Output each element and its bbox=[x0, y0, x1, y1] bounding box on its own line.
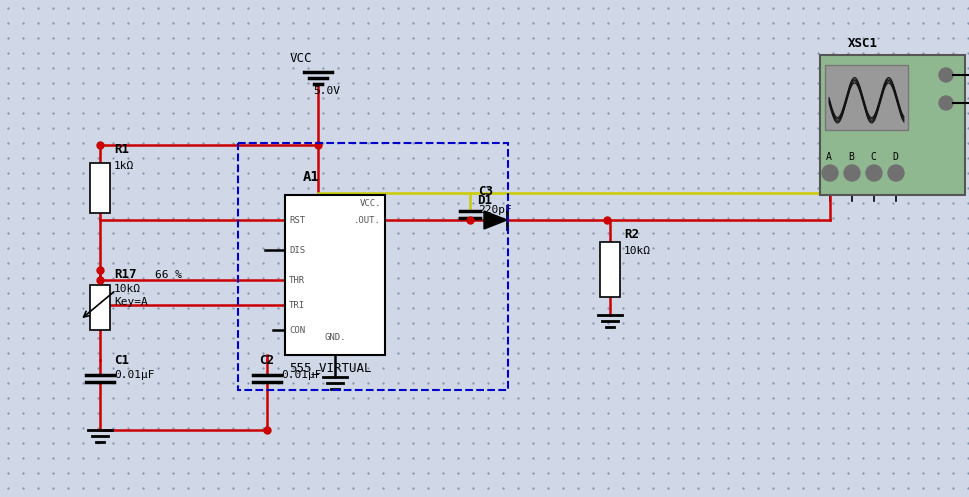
Text: R1: R1 bbox=[114, 143, 129, 156]
Bar bbox=[285, 195, 385, 355]
Circle shape bbox=[888, 165, 904, 181]
Text: RST: RST bbox=[289, 216, 305, 225]
Text: C: C bbox=[870, 152, 876, 162]
Text: 0.01μF: 0.01μF bbox=[281, 370, 322, 380]
Text: 10kΩ: 10kΩ bbox=[114, 284, 141, 294]
Polygon shape bbox=[484, 211, 507, 229]
Text: VCC.: VCC. bbox=[359, 198, 381, 208]
Text: G: G bbox=[932, 61, 939, 71]
Text: C3: C3 bbox=[478, 185, 493, 198]
Text: T: T bbox=[932, 89, 939, 99]
Text: 66 %: 66 % bbox=[155, 270, 182, 280]
Text: C1: C1 bbox=[114, 354, 129, 367]
Text: 0.01μF: 0.01μF bbox=[114, 370, 154, 380]
Text: CON: CON bbox=[289, 326, 305, 334]
Bar bbox=[825, 65, 908, 130]
Circle shape bbox=[844, 165, 860, 181]
Bar bbox=[90, 285, 110, 330]
Circle shape bbox=[866, 165, 882, 181]
Text: 220pF: 220pF bbox=[478, 205, 512, 215]
Text: 10kΩ: 10kΩ bbox=[624, 246, 651, 256]
Text: A1: A1 bbox=[303, 170, 320, 184]
Text: DIS: DIS bbox=[289, 246, 305, 254]
Text: D: D bbox=[892, 152, 898, 162]
Text: 5.0V: 5.0V bbox=[313, 86, 340, 96]
Text: XSC1: XSC1 bbox=[848, 37, 878, 50]
Bar bbox=[820, 55, 965, 195]
Circle shape bbox=[939, 96, 953, 110]
Text: C2: C2 bbox=[259, 354, 274, 367]
Text: Key=A: Key=A bbox=[114, 297, 147, 307]
Bar bbox=[600, 242, 620, 297]
Bar bbox=[90, 163, 110, 213]
Text: TRI: TRI bbox=[289, 301, 305, 310]
Text: D1: D1 bbox=[477, 194, 492, 207]
Text: 555_VIRTUAL: 555_VIRTUAL bbox=[289, 361, 371, 374]
Text: 1kΩ: 1kΩ bbox=[114, 161, 135, 171]
Text: R2: R2 bbox=[624, 228, 639, 241]
Text: R17: R17 bbox=[114, 268, 137, 281]
Text: THR: THR bbox=[289, 275, 305, 284]
Circle shape bbox=[939, 68, 953, 82]
Bar bbox=[238, 143, 508, 390]
Text: B: B bbox=[848, 152, 854, 162]
Text: GND.: GND. bbox=[325, 332, 346, 341]
Text: A: A bbox=[826, 152, 831, 162]
Text: .OUT.: .OUT. bbox=[354, 216, 381, 225]
Circle shape bbox=[822, 165, 838, 181]
Text: VCC: VCC bbox=[290, 52, 312, 65]
